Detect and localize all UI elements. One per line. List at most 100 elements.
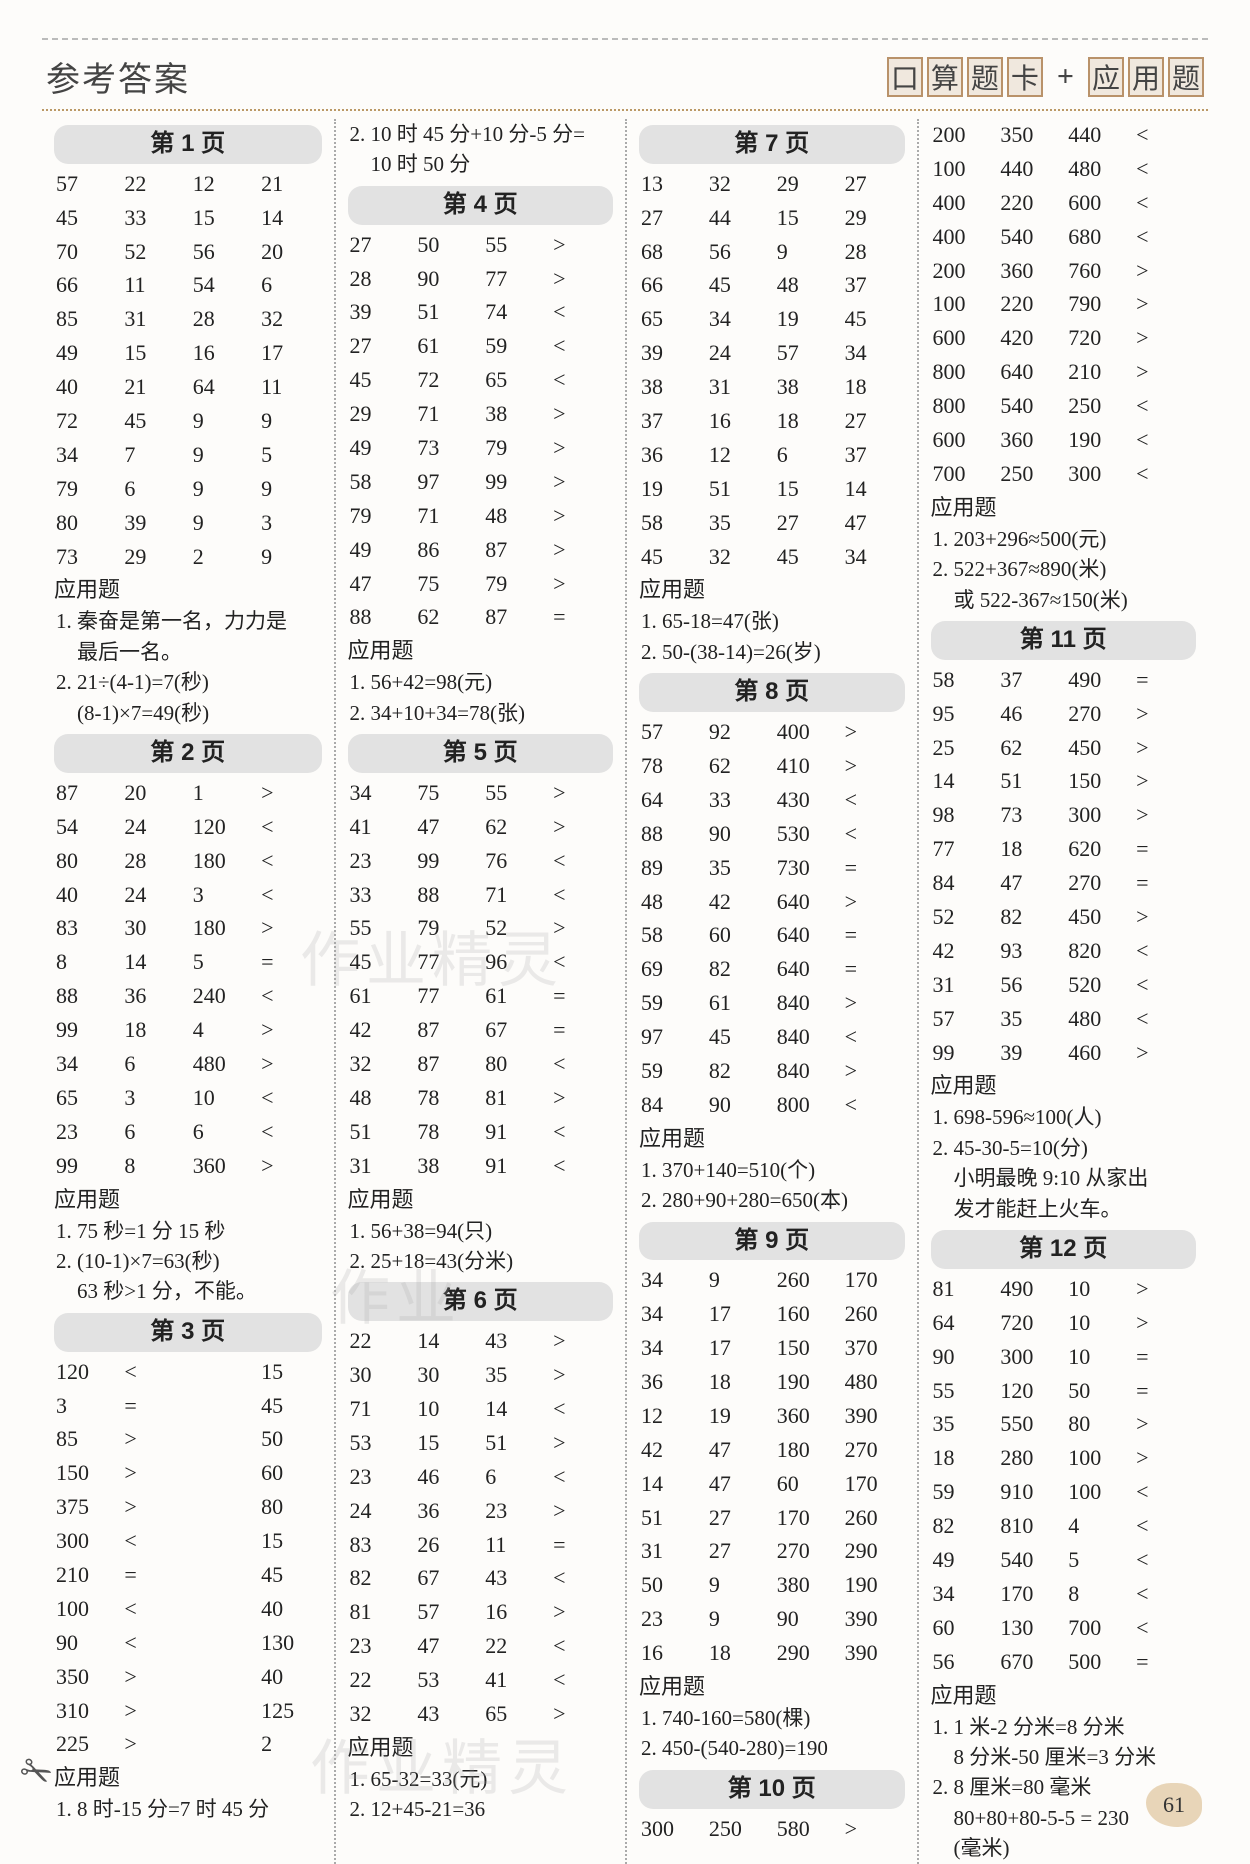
section-title: 应用题: [348, 1732, 614, 1764]
num-row: 310>125: [54, 1695, 322, 1727]
section-title: 应用题: [348, 1184, 614, 1216]
num-row: 200350440<: [931, 119, 1197, 151]
section-title: 应用题: [54, 1762, 322, 1794]
num-row: 276159<: [348, 330, 614, 362]
page-head: 第 7 页: [639, 125, 905, 164]
num-row: 3618190480: [639, 1366, 905, 1398]
num-row: 150>60: [54, 1457, 322, 1489]
num-row: 58352747: [639, 507, 905, 539]
page-head: 第 9 页: [639, 1222, 905, 1261]
num-row: 457796<: [348, 946, 614, 978]
section-title: 应用题: [639, 574, 905, 606]
num-row: 5837490=: [931, 664, 1197, 696]
num-row: 200360760>: [931, 255, 1197, 287]
num-row: 832611=: [348, 1529, 614, 1561]
num-row: 1451150>: [931, 765, 1197, 797]
num-row: 600420720>: [931, 322, 1197, 354]
num-row: 9939460>: [931, 1037, 1197, 1069]
num-row: 85>50: [54, 1423, 322, 1455]
num-row: 711014<: [348, 1393, 614, 1425]
num-row: 40216411: [54, 371, 322, 403]
num-row: 414762>: [348, 811, 614, 843]
num-row: 732929: [54, 541, 322, 573]
num-row: 324365>: [348, 1698, 614, 1730]
section-title: 应用题: [639, 1671, 905, 1703]
num-row: 313891<: [348, 1150, 614, 1182]
num-row: 38313818: [639, 371, 905, 403]
num-row: 7862410>: [639, 750, 905, 782]
num-row: 79699: [54, 473, 322, 505]
box-title-2: 应 用 题: [1088, 57, 1204, 97]
num-row: 66454837: [639, 269, 905, 301]
page-head: 第 11 页: [931, 621, 1197, 660]
right-title-group: 口 算 题 卡 + 应 用 题: [887, 57, 1204, 97]
num-row: 144760170: [639, 1468, 905, 1500]
num-row: 9873300>: [931, 799, 1197, 831]
num-row: 6433430<: [639, 784, 905, 816]
num-row: 59910100<: [931, 1476, 1197, 1508]
num-row: 800540250<: [931, 390, 1197, 422]
num-row: 19511514: [639, 473, 905, 505]
num-row: 350>40: [54, 1661, 322, 1693]
num-row: 589799>: [348, 466, 614, 498]
num-row: 297138>: [348, 398, 614, 430]
num-row: 797148>: [348, 500, 614, 532]
num-row: 2562450>: [931, 732, 1197, 764]
num-row: 9546270>: [931, 698, 1197, 730]
num-row: 428767=: [348, 1014, 614, 1046]
num-row: 498687>: [348, 534, 614, 566]
num-row: 826743<: [348, 1562, 614, 1594]
num-row: 289077>: [348, 263, 614, 295]
num-row: 8836240<: [54, 980, 322, 1012]
plus-icon: +: [1057, 60, 1074, 94]
num-row: 8935730=: [639, 852, 905, 884]
num-row: 7718620=: [931, 833, 1197, 865]
page-head: 第 1 页: [54, 125, 322, 164]
num-row: 2366<: [54, 1116, 322, 1148]
num-row: 477579>: [348, 568, 614, 600]
num-row: 497379>: [348, 432, 614, 464]
page-head: 第 6 页: [348, 1282, 614, 1321]
num-row: 65310<: [54, 1082, 322, 1114]
num-row: 234722<: [348, 1630, 614, 1662]
num-row: 600360190<: [931, 424, 1197, 456]
box-title-1: 口 算 题 卡: [887, 57, 1043, 97]
num-row: 828104<: [931, 1510, 1197, 1542]
column-2: 2. 10 时 45 分+10 分-5 分= 10 时 50 分 第 4 页 2…: [334, 119, 626, 1864]
num-row: 803993: [54, 507, 322, 539]
num-row: 9030010=: [931, 1341, 1197, 1373]
section-title: 应用题: [639, 1123, 905, 1155]
num-row: 99184>: [54, 1014, 322, 1046]
num-row: 6472010>: [931, 1307, 1197, 1339]
num-row: 6982640=: [639, 953, 905, 985]
num-row: 40243<: [54, 879, 322, 911]
num-row: 120<15: [54, 1356, 322, 1388]
num-row: 65341945: [639, 303, 905, 335]
page-head: 第 2 页: [54, 734, 322, 773]
num-row: 8330180>: [54, 912, 322, 944]
num-row: 517891<: [348, 1116, 614, 1148]
num-row: 27441529: [639, 202, 905, 234]
num-row: 700250300<: [931, 458, 1197, 490]
num-row: 457265<: [348, 364, 614, 396]
num-row: 338871<: [348, 879, 614, 911]
num-row: 724599: [54, 405, 322, 437]
num-row: 56670500=: [931, 1646, 1197, 1678]
section-title: 应用题: [54, 574, 322, 606]
num-row: 45324534: [639, 541, 905, 573]
num-row: 1219360390: [639, 1400, 905, 1432]
num-row: 3127270290: [639, 1535, 905, 1567]
num-row: 85312832: [54, 303, 322, 335]
num-row: 100220790>: [931, 288, 1197, 320]
num-row: 5512050=: [931, 1375, 1197, 1407]
num-row: 3=45: [54, 1390, 322, 1422]
num-row: 4842640>: [639, 886, 905, 918]
num-row: 303035>: [348, 1359, 614, 1391]
num-row: 5127170260: [639, 1502, 905, 1534]
num-row: 400220600<: [931, 187, 1197, 219]
num-row: 4293820<: [931, 935, 1197, 967]
num-row: 8890530<: [639, 818, 905, 850]
num-row: 531551>: [348, 1427, 614, 1459]
num-row: 70525620: [54, 236, 322, 268]
section-title: 应用题: [931, 1070, 1197, 1102]
